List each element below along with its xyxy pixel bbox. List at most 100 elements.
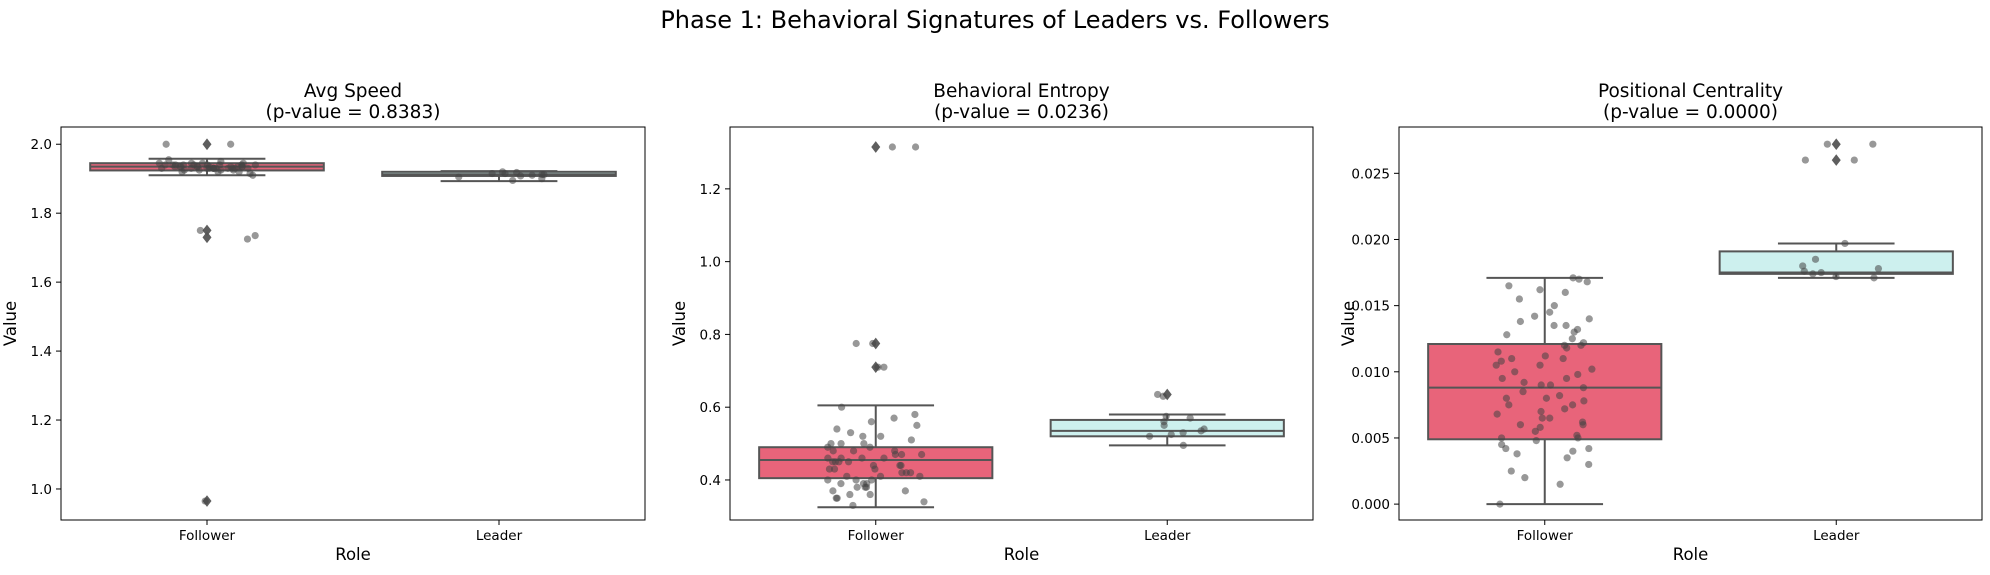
y-tick-label: 1.0 xyxy=(700,255,721,271)
data-point xyxy=(859,432,867,440)
data-point xyxy=(863,480,871,488)
data-point xyxy=(1541,352,1549,360)
y-axis-label: Value xyxy=(1339,301,1358,346)
y-tick-label: 0.6 xyxy=(700,400,721,416)
data-point xyxy=(880,454,888,462)
data-point xyxy=(1799,262,1807,270)
box-follower xyxy=(89,138,325,507)
data-point xyxy=(217,157,225,166)
data-point xyxy=(1200,425,1208,433)
data-point xyxy=(1536,286,1544,294)
x-axis-label: Role xyxy=(335,545,371,564)
box-body xyxy=(1049,418,1285,438)
data-point xyxy=(1521,474,1529,482)
axes-frame xyxy=(1398,126,1983,521)
data-point xyxy=(829,447,837,455)
data-point xyxy=(1809,270,1817,278)
data-point xyxy=(528,171,536,179)
data-point xyxy=(824,454,832,462)
y-axis-label: Value xyxy=(1,301,20,346)
data-point xyxy=(1511,368,1519,376)
data-point xyxy=(860,439,868,448)
data-point xyxy=(249,171,257,179)
data-point xyxy=(911,410,919,419)
data-point xyxy=(869,339,877,348)
x-axis-label: Role xyxy=(1004,545,1040,564)
data-point xyxy=(843,472,851,480)
panel-subtitle: (p-value = 0.0000) xyxy=(1603,102,1778,123)
data-point xyxy=(244,164,252,172)
data-point xyxy=(1574,434,1582,442)
data-point xyxy=(896,461,904,470)
x-tick-label: Follower xyxy=(848,528,905,544)
y-tick-label: 1.2 xyxy=(700,182,721,198)
data-point xyxy=(825,465,834,473)
data-point xyxy=(1556,480,1564,488)
data-point xyxy=(1497,434,1506,442)
data-point xyxy=(243,235,252,243)
data-point xyxy=(1536,361,1544,369)
data-point xyxy=(838,403,846,411)
box-body xyxy=(1427,343,1663,441)
data-point xyxy=(1569,447,1577,455)
data-point xyxy=(1498,374,1506,383)
data-point xyxy=(1537,381,1545,389)
data-point xyxy=(833,494,841,502)
data-point xyxy=(1531,312,1539,320)
data-point xyxy=(830,465,839,473)
data-point xyxy=(178,168,186,176)
data-point xyxy=(1497,357,1505,365)
y-tick-label: 0.4 xyxy=(700,473,721,489)
outlier-marker xyxy=(1831,154,1841,166)
data-point xyxy=(498,168,507,176)
data-point xyxy=(1536,423,1544,431)
data-point xyxy=(1167,430,1175,439)
data-point xyxy=(1569,274,1577,282)
panel-2: Behavioral Entropy(p-value = 0.0236) 0.4 0… xyxy=(670,81,1314,564)
data-point xyxy=(1869,140,1877,148)
strip-leader xyxy=(1145,390,1208,450)
panel-3: Positional Centrality(p-value = 0.0000) 0… xyxy=(1339,81,1983,564)
data-point xyxy=(920,498,928,506)
data-point xyxy=(538,175,546,183)
outlier-marker xyxy=(871,141,881,153)
data-point xyxy=(1154,390,1162,399)
data-point xyxy=(488,169,496,178)
data-point xyxy=(1574,370,1582,379)
data-point xyxy=(1579,384,1588,392)
data-point xyxy=(224,164,232,172)
data-point xyxy=(509,176,517,185)
data-point xyxy=(1568,335,1576,343)
data-point xyxy=(513,168,521,177)
data-point xyxy=(1502,444,1510,453)
y-tick-label: 1.8 xyxy=(31,206,52,222)
panels: Avg Speed(p-value = 0.8383) 1.0 1.2 1.4 1.6 1… xyxy=(1,81,1983,564)
box-follower xyxy=(758,141,994,509)
data-point xyxy=(1562,321,1570,330)
x-tick-label: Leader xyxy=(476,528,523,544)
data-point xyxy=(1580,397,1588,405)
panel-title: Behavioral Entropy xyxy=(933,81,1109,102)
panel-1: Avg Speed(p-value = 0.8383) 1.0 1.2 1.4 1.6 1… xyxy=(1,81,646,564)
data-point xyxy=(1573,325,1582,334)
y-axis-label: Value xyxy=(670,301,689,346)
data-point xyxy=(911,143,920,151)
outlier-marker xyxy=(202,138,212,151)
data-point xyxy=(165,156,173,164)
data-point xyxy=(1588,365,1596,373)
data-point xyxy=(913,421,921,429)
data-point xyxy=(1870,274,1878,282)
data-point xyxy=(1562,374,1571,383)
data-point xyxy=(837,439,845,448)
panel-title: Positional Centrality xyxy=(1598,81,1783,102)
data-point xyxy=(1145,432,1154,440)
strip-follower xyxy=(1492,274,1596,508)
data-point xyxy=(1801,156,1809,164)
data-point xyxy=(1585,315,1593,323)
data-point xyxy=(1841,239,1849,248)
y-tick-label: 1.4 xyxy=(31,344,52,360)
data-point xyxy=(1817,268,1825,277)
data-point xyxy=(201,497,209,505)
data-point xyxy=(1559,354,1567,363)
data-point xyxy=(918,450,926,459)
